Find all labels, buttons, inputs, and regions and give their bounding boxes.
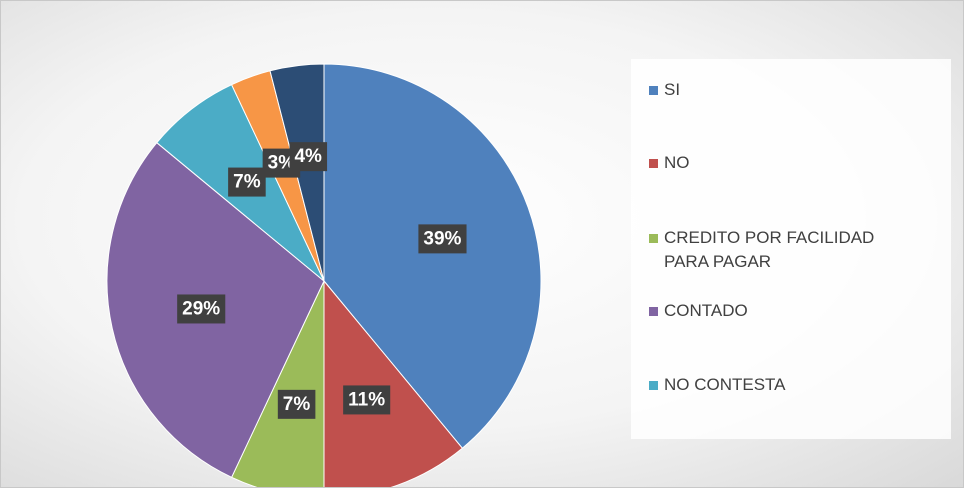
data-label: 39%: [418, 224, 467, 254]
legend-label: CREDITO POR FACILIDAD PARA PAGAR: [664, 228, 875, 271]
legend-swatch: [649, 381, 658, 390]
data-label: 29%: [177, 294, 226, 324]
legend-entry: NO: [649, 153, 894, 175]
data-label: 7%: [228, 167, 266, 197]
legend-entry: NO CONTESTA: [649, 375, 894, 397]
legend-swatch: [649, 234, 658, 243]
data-label-text: 39%: [423, 228, 461, 249]
data-label-box: [228, 167, 266, 197]
legend-entry: CREDITO POR FACILIDAD PARA PAGAR: [649, 228, 894, 274]
data-label: 4%: [289, 142, 328, 172]
legend: SI NO CREDITO POR FACILIDAD PARA PAGAR CONT…: [631, 59, 951, 439]
data-label-box: [177, 294, 226, 324]
legend-label: CONTADO: [664, 301, 748, 320]
data-label-text: 11%: [348, 389, 385, 410]
data-label-text: 29%: [182, 298, 220, 319]
data-label: 7%: [277, 389, 316, 419]
legend-entry: CONTADO: [649, 301, 894, 323]
data-label-text: 3%: [268, 153, 296, 174]
legend-label: NO CONTESTA: [664, 375, 786, 394]
data-label-box: [418, 224, 467, 254]
legend-entry: SI: [649, 80, 894, 102]
legend-swatch: [649, 86, 658, 95]
legend-label: NO: [664, 153, 690, 172]
data-label: 11%: [343, 385, 391, 415]
pie-slice: [323, 279, 464, 487]
data-label-text: 7%: [283, 394, 311, 415]
data-label-box: [289, 142, 328, 172]
legend-swatch: [649, 159, 658, 168]
legend-swatch: [649, 307, 658, 316]
data-label-text: 4%: [294, 146, 322, 167]
data-label-box: [343, 385, 391, 415]
data-label-text: 7%: [233, 172, 261, 193]
pie-slice: [323, 63, 542, 449]
legend-label: SI: [664, 80, 681, 99]
data-label-box: [277, 389, 316, 419]
